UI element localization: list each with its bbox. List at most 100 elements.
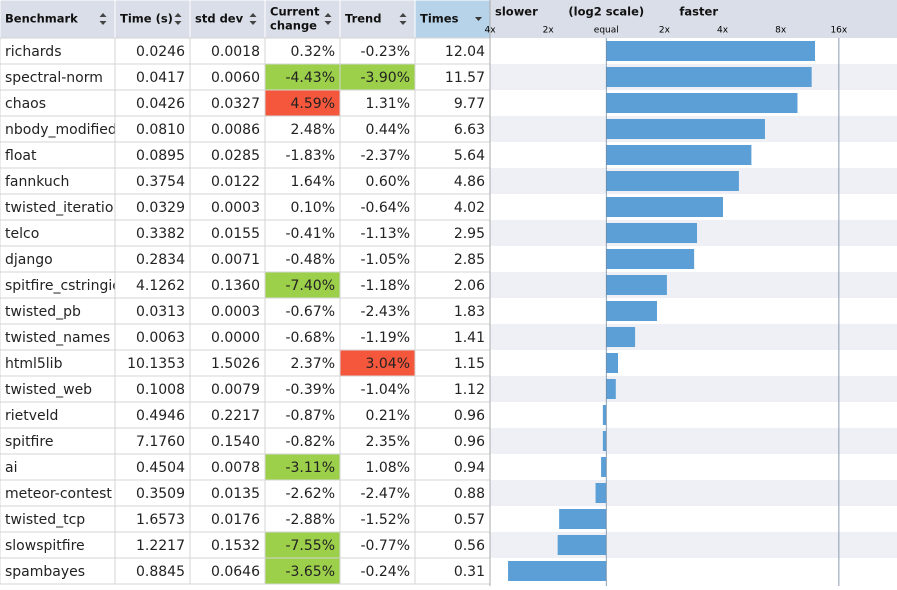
cell-text: 0.21% bbox=[366, 408, 410, 424]
cell-text: 0.4946 bbox=[136, 408, 185, 424]
cell-text: 1.2217 bbox=[136, 538, 185, 554]
table-cell bbox=[264, 323, 341, 351]
cell-text: -2.43% bbox=[360, 304, 410, 320]
cell-text: fannkuch bbox=[5, 174, 69, 190]
cell-text: 0.32% bbox=[291, 44, 335, 60]
table-cell bbox=[264, 167, 341, 195]
header-label[interactable]: Trend bbox=[345, 12, 381, 26]
cell-text: twisted_pb bbox=[5, 304, 81, 320]
cell-text: -0.68% bbox=[285, 330, 335, 346]
table-cell bbox=[264, 557, 341, 585]
table-cell bbox=[339, 167, 416, 195]
cell-text: 0.1360 bbox=[211, 278, 260, 294]
cell-text: 5.64 bbox=[454, 148, 485, 164]
header-label[interactable]: Benchmark bbox=[5, 12, 78, 26]
cell-text: ai bbox=[5, 460, 17, 476]
cell-text: 0.0018 bbox=[211, 44, 260, 60]
table-cell bbox=[264, 193, 341, 221]
chart-row-bg bbox=[490, 324, 897, 350]
bar bbox=[602, 431, 607, 451]
table-cell bbox=[264, 271, 341, 299]
table-cell bbox=[414, 193, 491, 221]
table-cell bbox=[114, 479, 191, 507]
bar bbox=[606, 67, 812, 87]
chart-row-bg bbox=[490, 298, 897, 324]
table-cell bbox=[189, 245, 266, 273]
cell-text: 0.57 bbox=[454, 512, 485, 528]
cell-text: richards bbox=[5, 44, 62, 60]
header-label[interactable]: Current bbox=[270, 5, 320, 19]
cell-text: telco bbox=[5, 226, 39, 242]
cell-text: 0.0078 bbox=[211, 460, 260, 476]
table-cell bbox=[339, 531, 416, 559]
cell-text: 0.0313 bbox=[136, 304, 185, 320]
chart-row-bg bbox=[490, 506, 897, 532]
cell-text: 3.04% bbox=[366, 356, 410, 372]
header-label[interactable]: change bbox=[270, 19, 317, 33]
cell-text: -0.24% bbox=[360, 564, 410, 580]
table-cell bbox=[0, 167, 116, 195]
bar bbox=[606, 275, 667, 295]
cell-text: 0.0417 bbox=[136, 70, 185, 86]
cell-text: 0.88 bbox=[454, 486, 485, 502]
cell-text: spitfire_cstringio bbox=[5, 278, 121, 294]
chart-row-bg bbox=[490, 376, 897, 402]
cell-text: -3.90% bbox=[360, 70, 410, 86]
table-cell bbox=[189, 219, 266, 247]
x-tick-label: 2x bbox=[659, 26, 671, 36]
bar bbox=[606, 197, 723, 217]
table-cell bbox=[114, 557, 191, 585]
chart-row-bg bbox=[490, 480, 897, 506]
bar bbox=[606, 301, 657, 321]
cell-text: -0.82% bbox=[285, 434, 335, 450]
cell-text: 9.77 bbox=[454, 96, 485, 112]
cell-text: 1.08% bbox=[366, 460, 410, 476]
table-cell bbox=[264, 479, 341, 507]
cell-text: 0.8845 bbox=[136, 564, 185, 580]
cell-text: 0.1008 bbox=[136, 382, 185, 398]
bar bbox=[606, 93, 798, 113]
cell-text: 0.3382 bbox=[136, 226, 185, 242]
cell-text: 0.3754 bbox=[136, 174, 185, 190]
cell-text: twisted_web bbox=[5, 382, 92, 398]
cell-text: 0.2217 bbox=[211, 408, 260, 424]
table-cell bbox=[114, 219, 191, 247]
cell-text: 0.1532 bbox=[211, 538, 260, 554]
bar bbox=[606, 119, 765, 139]
x-tick-label: 4x bbox=[484, 26, 496, 36]
table-cell bbox=[189, 323, 266, 351]
table-cell bbox=[264, 63, 341, 91]
sort-icon bbox=[174, 13, 182, 25]
header-label[interactable]: std dev bbox=[195, 12, 244, 26]
cell-text: 0.0176 bbox=[211, 512, 260, 528]
table-cell bbox=[414, 479, 491, 507]
bar bbox=[606, 249, 695, 269]
cell-text: 0.0895 bbox=[136, 148, 185, 164]
table-cell bbox=[414, 245, 491, 273]
chart-label: faster bbox=[679, 5, 718, 19]
table-cell bbox=[114, 271, 191, 299]
cell-text: twisted_iteration bbox=[5, 200, 122, 216]
cell-text: 4.59% bbox=[291, 96, 335, 112]
cell-text: 0.96 bbox=[454, 434, 485, 450]
bar bbox=[602, 405, 607, 425]
cell-text: -1.83% bbox=[285, 148, 335, 164]
cell-text: 4.86 bbox=[454, 174, 485, 190]
cell-text: -0.77% bbox=[360, 538, 410, 554]
cell-text: -0.41% bbox=[285, 226, 335, 242]
cell-text: 0.0329 bbox=[136, 200, 185, 216]
bar bbox=[606, 223, 698, 243]
header-label[interactable]: Time (s) bbox=[120, 12, 173, 26]
x-tick-label: 8x bbox=[775, 26, 787, 36]
cell-text: -7.40% bbox=[285, 278, 335, 294]
bar bbox=[557, 535, 607, 555]
x-tick-label: 16x bbox=[830, 26, 847, 36]
table-cell bbox=[264, 375, 341, 403]
table-cell bbox=[264, 531, 341, 559]
cell-text: -4.43% bbox=[285, 70, 335, 86]
cell-text: 1.5026 bbox=[211, 356, 260, 372]
x-tick-label: 4x bbox=[717, 26, 729, 36]
header-label[interactable]: Times bbox=[420, 12, 459, 26]
cell-text: 0.0810 bbox=[136, 122, 185, 138]
